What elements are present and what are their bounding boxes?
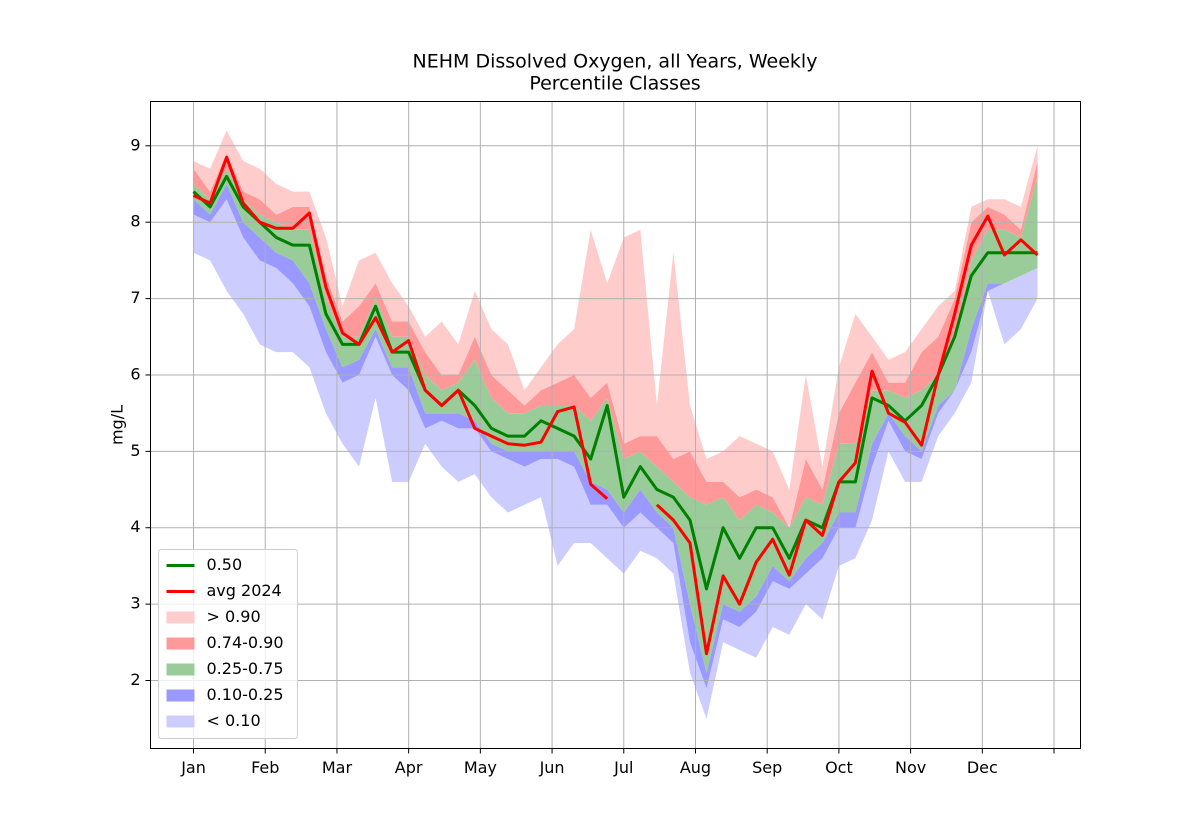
y-tick-label: 3 bbox=[130, 594, 140, 613]
y-tick-label: 5 bbox=[130, 441, 140, 460]
chart-title: NEHM Dissolved Oxygen, all Years, Weekly bbox=[413, 51, 818, 73]
legend-patch bbox=[166, 663, 195, 676]
legend-label: 0.74-0.90 bbox=[207, 633, 284, 652]
legend-label: 0.10-0.25 bbox=[207, 685, 284, 704]
legend-label: 0.50 bbox=[207, 555, 243, 574]
x-tick-label: Jan bbox=[180, 758, 206, 777]
y-tick-label: 2 bbox=[130, 670, 140, 689]
x-tick-label: Feb bbox=[251, 758, 279, 777]
legend-label: avg 2024 bbox=[207, 581, 282, 600]
percentile-band bbox=[193, 199, 1038, 719]
x-tick-label: Jul bbox=[613, 758, 633, 777]
x-tick-label: Nov bbox=[895, 758, 926, 777]
plot-frame bbox=[150, 101, 1081, 749]
legend-label: > 0.90 bbox=[207, 607, 261, 626]
x-tick-label: Sep bbox=[752, 758, 782, 777]
percentile-band bbox=[193, 130, 1038, 528]
y-axis-label: mg/L bbox=[108, 405, 127, 445]
x-tick-label: Apr bbox=[395, 758, 423, 777]
legend-patch bbox=[166, 715, 195, 728]
y-tick-label: 6 bbox=[130, 364, 140, 383]
x-tick-label: Aug bbox=[680, 758, 711, 777]
y-tick-label: 4 bbox=[130, 517, 140, 536]
x-tick-label: May bbox=[464, 758, 497, 777]
legend-patch bbox=[166, 611, 195, 624]
x-tick-label: Jun bbox=[539, 758, 565, 777]
x-tick-label: Oct bbox=[825, 758, 853, 777]
legend-label: < 0.10 bbox=[207, 711, 261, 730]
line-series bbox=[192, 155, 1039, 656]
axes: 2 3 4 5 6 7 8 9 Jan Feb Mar Apr May Jun Jul Aug Sep Oct No… bbox=[130, 135, 1055, 777]
legend-patch bbox=[166, 689, 195, 702]
legend-patch bbox=[166, 637, 195, 650]
x-tick-label: Mar bbox=[322, 758, 353, 777]
chart-subtitle: Percentile Classes bbox=[529, 73, 700, 95]
legend: 0.50 avg 2024 > 0.90 0.74-0.90 0.25-0.75 0.10… bbox=[158, 549, 298, 739]
legend-label: 0.25-0.75 bbox=[207, 659, 284, 678]
y-tick-label: 9 bbox=[130, 135, 140, 154]
y-tick-label: 8 bbox=[130, 212, 140, 231]
line-series bbox=[192, 174, 1038, 591]
x-tick-label: Dec bbox=[967, 758, 998, 777]
lines bbox=[192, 155, 1039, 656]
y-tick-label: 7 bbox=[130, 288, 140, 307]
